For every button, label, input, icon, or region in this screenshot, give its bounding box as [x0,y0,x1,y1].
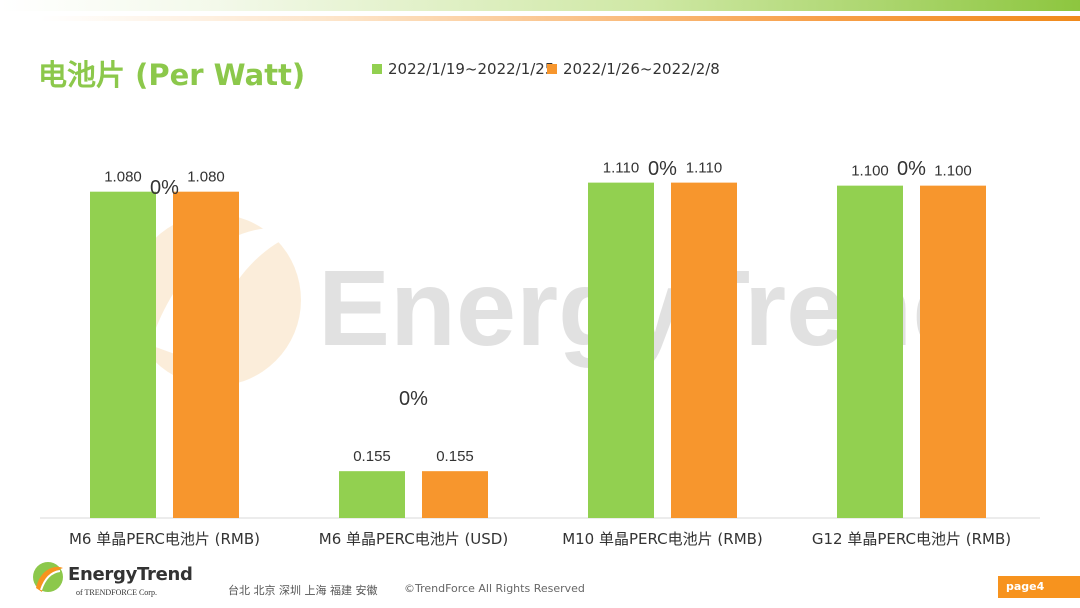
logo-subtext: of TRENDFORCE Corp. [76,588,157,597]
top-accent-bar-green [0,0,1080,11]
logo-text: EnergyTrend [68,564,193,585]
data-label-series-2-2: 0.155 [436,448,474,465]
data-label-series-2-4: 1.100 [934,163,972,180]
top-accent-bar-orange [40,16,1080,21]
logo-leaf-icon [33,562,63,592]
data-label-series-1-4: 1.100 [851,163,889,180]
x-tick-label-3: M10 单晶PERC电池片 (RMB) [562,530,763,548]
bar-series-2-2 [422,471,488,518]
data-label-series-2-1: 1.080 [187,169,225,186]
data-label-series-2-3: 1.110 [686,160,722,177]
x-tick-label-2: M6 单晶PERC电池片 (USD) [319,530,508,548]
x-tick-label-1: M6 单晶PERC电池片 (RMB) [69,530,260,548]
legend-item-series-1: 2022/1/19~2022/1/25 [372,60,554,78]
page-number-badge: page4 [998,576,1080,598]
legend-label-series-2: 2022/1/26~2022/2/8 [563,60,720,78]
footer-cities: 台北 北京 深圳 上海 福建 安徽 [228,584,378,597]
data-label-series-1-1: 1.080 [104,169,142,186]
change-label-3: 0% [648,158,677,180]
bar-series-1-2 [339,471,405,518]
bar-series-2-1 [173,191,239,518]
footer-copyright: ©TrendForce All Rights Reserved [404,582,585,595]
page-title: 电池片 (Per Watt) [38,58,306,92]
legend-swatch-series-2 [547,64,557,74]
bar-series-1-1 [90,191,156,518]
bar-series-1-4 [837,185,903,518]
bar-series-1-3 [588,182,654,518]
data-label-series-1-3: 1.110 [603,160,639,177]
bar-series-2-3 [671,182,737,518]
energytrend-logo: EnergyTrend of TRENDFORCE Corp. [32,558,193,602]
legend-swatch-series-1 [372,64,382,74]
data-label-series-1-2: 0.155 [353,448,391,465]
x-tick-label-4: G12 单晶PERC电池片 (RMB) [812,530,1011,548]
legend-label-series-1: 2022/1/19~2022/1/25 [388,60,555,78]
change-label-4: 0% [897,158,926,180]
change-label-1: 0% [150,177,179,199]
bar-series-2-4 [920,185,986,518]
change-label-2: 0% [399,388,428,410]
legend-item-series-2: 2022/1/26~2022/2/8 [547,60,720,78]
